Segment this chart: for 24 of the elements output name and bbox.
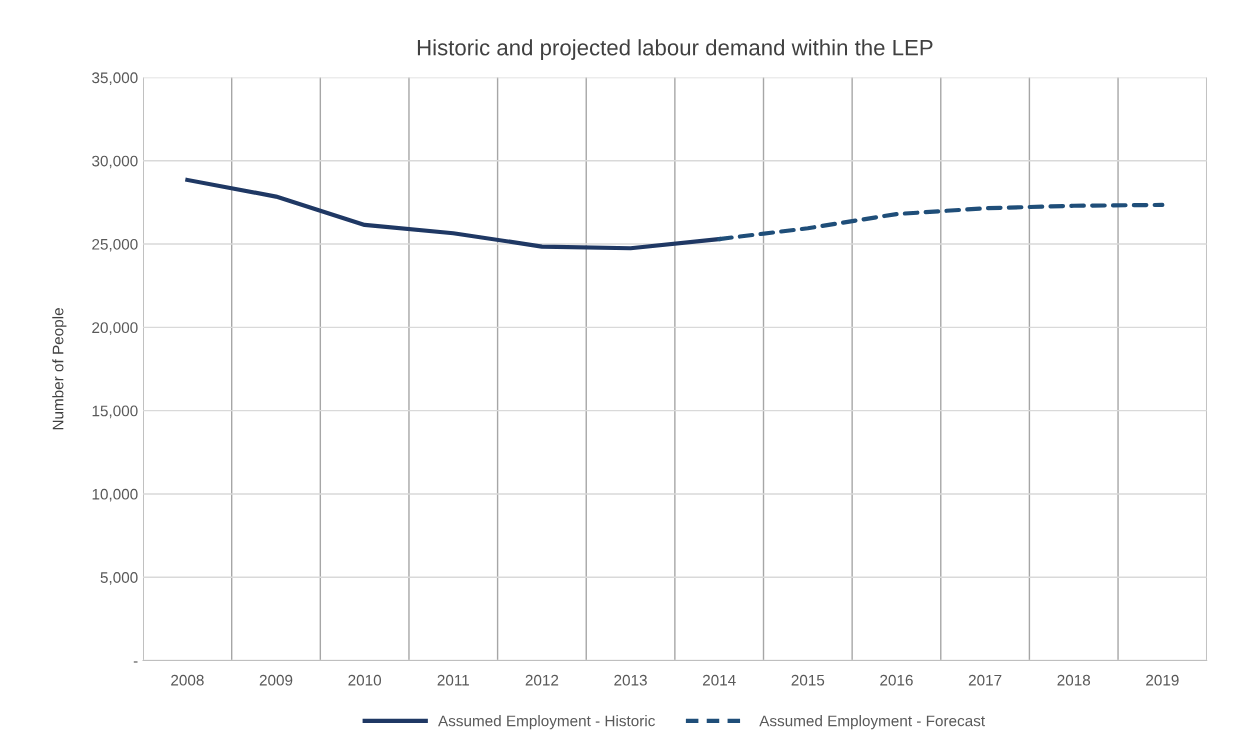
y-axis-title: Number of People bbox=[52, 308, 67, 430]
y-tick-label: 20,000 bbox=[92, 322, 138, 335]
y-tick-label: 25,000 bbox=[92, 238, 138, 252]
y-tick-label: 5,000 bbox=[100, 572, 138, 585]
y-tick-label: 35,000 bbox=[92, 72, 138, 85]
legend-label: Assumed Employment - Forecast bbox=[759, 715, 985, 730]
x-tick-label: 2016 bbox=[880, 674, 913, 686]
x-tick-label: 2013 bbox=[614, 674, 647, 686]
y-tick-label: 10,000 bbox=[92, 488, 138, 502]
legend-label: Assumed Employment - Historic bbox=[438, 715, 655, 730]
y-tick-label: 15,000 bbox=[92, 405, 138, 419]
x-tick-label: 2012 bbox=[525, 674, 559, 686]
x-tick-label: 2009 bbox=[259, 674, 293, 686]
x-tick-label: 2015 bbox=[791, 674, 825, 686]
x-tick-label: 2019 bbox=[1146, 674, 1179, 686]
y-tick-label: - bbox=[133, 661, 138, 663]
x-tick-label: 2014 bbox=[702, 674, 736, 686]
x-tick-label: 2008 bbox=[171, 674, 204, 686]
x-tick-label: 2018 bbox=[1057, 674, 1091, 686]
x-tick-label: 2017 bbox=[968, 674, 1002, 686]
x-tick-label: 2011 bbox=[437, 674, 469, 686]
chart-title: Historic and projected labour demand within the LEP bbox=[417, 39, 933, 60]
y-tick-label: 30,000 bbox=[92, 155, 138, 169]
x-tick-label: 2010 bbox=[348, 674, 382, 686]
